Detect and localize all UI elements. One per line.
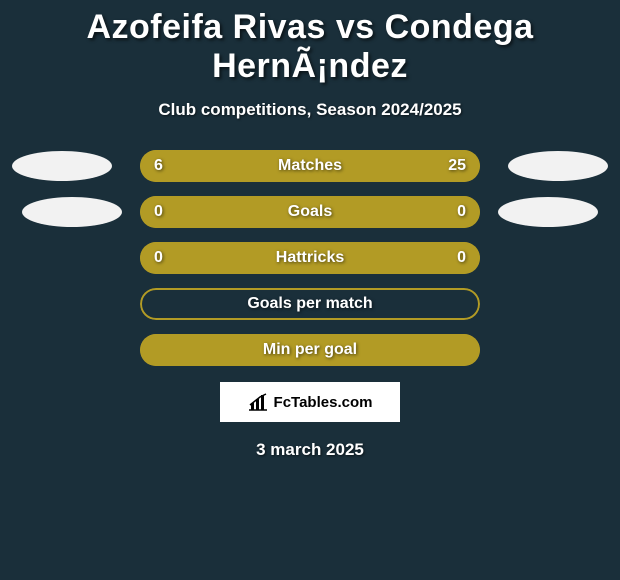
stat-bar: Min per goal	[140, 334, 480, 366]
comparison-date: 3 march 2025	[0, 440, 620, 460]
stat-label: Goals per match	[247, 288, 372, 320]
stat-row: 0 0 Goals	[0, 196, 620, 228]
stat-right-value: 0	[457, 196, 466, 228]
stat-bar-right-fill	[310, 196, 480, 228]
stat-right-value: 25	[448, 150, 466, 182]
stat-left-value: 6	[154, 150, 163, 182]
player-bubble-right	[508, 151, 608, 181]
stat-left-value: 0	[154, 242, 163, 274]
bar-chart-icon	[248, 393, 268, 411]
stat-right-value: 0	[457, 242, 466, 274]
stat-row: 6 25 Matches	[0, 150, 620, 182]
stat-label: Min per goal	[263, 334, 357, 366]
comparison-subtitle: Club competitions, Season 2024/2025	[0, 100, 620, 120]
stat-label: Matches	[278, 150, 342, 182]
stat-bar-left-fill	[140, 150, 206, 182]
stat-row: Goals per match	[0, 288, 620, 320]
stat-rows: 6 25 Matches 0 0 Goals 0 0 Hattricks Goals per ma…	[0, 150, 620, 366]
player-bubble-right	[498, 197, 598, 227]
stat-bar: 6 25 Matches	[140, 150, 480, 182]
stat-left-value: 0	[154, 196, 163, 228]
player-bubble-left	[22, 197, 122, 227]
stat-bar: Goals per match	[140, 288, 480, 320]
stat-label: Hattricks	[276, 242, 344, 274]
fctables-logo-text: FcTables.com	[274, 394, 373, 411]
stat-bar-left-fill	[140, 196, 310, 228]
stat-bar-right-fill	[206, 150, 480, 182]
stat-bar: 0 0 Hattricks	[140, 242, 480, 274]
player-bubble-left	[12, 151, 112, 181]
comparison-title: Azofeifa Rivas vs Condega HernÃ¡ndez	[0, 0, 620, 86]
stat-row: Min per goal	[0, 334, 620, 366]
stat-bar: 0 0 Goals	[140, 196, 480, 228]
stat-row: 0 0 Hattricks	[0, 242, 620, 274]
stat-label: Goals	[288, 196, 332, 228]
fctables-logo: FcTables.com	[220, 382, 400, 422]
